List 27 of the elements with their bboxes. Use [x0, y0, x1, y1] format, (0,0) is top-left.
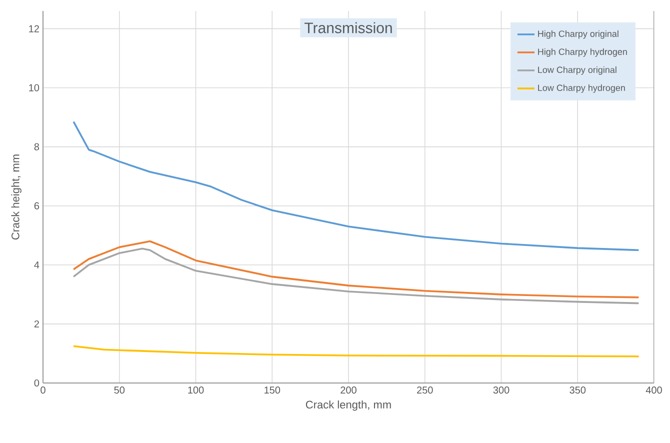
x-tick-label: 250 [417, 386, 433, 394]
x-tick-label: 150 [264, 386, 280, 394]
x-tick-label: 300 [493, 386, 510, 394]
x-tick-label: 350 [570, 386, 586, 394]
y-tick-label: 10 [29, 84, 40, 92]
x-tick-label: 50 [114, 386, 125, 394]
x-tick-label: 0 [40, 386, 46, 394]
y-tick-label: 0 [34, 379, 40, 387]
line-series [72, 120, 640, 252]
x-axis-title: Crack length, mm [306, 400, 391, 411]
y-tick-label: 4 [34, 261, 40, 268]
y-tick-label: 6 [34, 202, 40, 210]
x-tick-label: 200 [340, 386, 356, 394]
line-series [72, 248, 640, 304]
line-series [72, 345, 640, 358]
legend-label: Low Charpy original [538, 66, 616, 75]
legend-label: Low Charpy hydrogen [538, 84, 625, 93]
text: Transmission [304, 22, 392, 34]
legend-label: High Charpy original [538, 30, 618, 39]
y-tick-label: 12 [29, 25, 39, 32]
y-tick-label: 8 [34, 143, 40, 150]
x-tick-label: 400 [646, 386, 662, 394]
y-axis-title: Crack height, mm [11, 154, 22, 240]
line-series [72, 240, 640, 298]
y-tick-label: 2 [34, 320, 39, 328]
x-tick-label: 100 [188, 386, 204, 394]
legend-label: High Charpy hydrogen [538, 48, 627, 57]
